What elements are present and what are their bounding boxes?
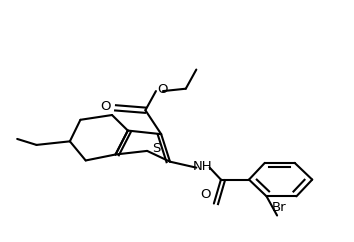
Text: Br: Br xyxy=(272,201,286,214)
Text: S: S xyxy=(152,143,160,156)
Text: O: O xyxy=(101,100,111,113)
Text: O: O xyxy=(200,188,210,201)
Text: O: O xyxy=(158,83,168,96)
Text: NH: NH xyxy=(193,160,212,173)
